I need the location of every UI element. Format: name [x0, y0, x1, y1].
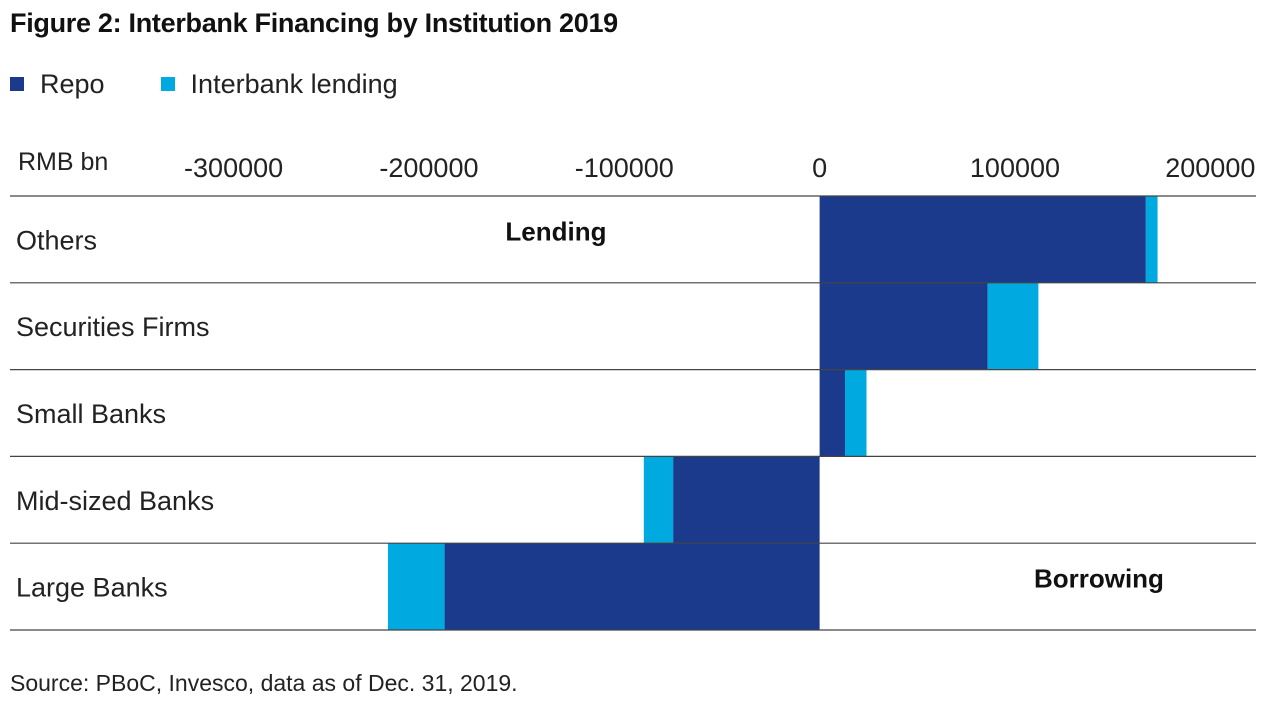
bar-interbank — [643, 456, 674, 544]
x-tick-label: 100000 — [970, 153, 1060, 183]
bar-interbank — [1145, 196, 1158, 283]
category-label: Securities Firms — [16, 312, 210, 342]
legend-swatch-interbank — [160, 77, 175, 91]
source-note: Source: PBoC, Invesco, data as of Dec. 3… — [10, 670, 518, 696]
category-label: Mid-sized Banks — [16, 486, 214, 516]
bar-repo — [444, 543, 820, 630]
legend-item-interbank: Interbank lending — [160, 68, 398, 100]
unit-label: RMB bn — [18, 148, 108, 176]
category-label: Large Banks — [16, 573, 168, 603]
bar-repo — [819, 282, 988, 370]
chart-title: Figure 2: Interbank Financing by Institu… — [10, 8, 618, 38]
x-tick-label: -300000 — [184, 153, 283, 183]
bar-interbank — [987, 282, 1039, 370]
bar-interbank — [387, 543, 445, 630]
annotation-lending: Lending — [505, 216, 606, 246]
bar-repo — [673, 456, 820, 544]
x-tick-label: -200000 — [379, 153, 478, 183]
legend-label-repo: Repo — [40, 68, 105, 99]
category-label: Others — [16, 225, 97, 255]
legend-swatch-repo — [10, 77, 24, 91]
bar-interbank — [845, 369, 867, 457]
x-tick-label: 0 — [812, 153, 827, 183]
legend-label-interbank: Interbank lending — [190, 68, 398, 99]
bar-repo — [819, 369, 846, 457]
x-tick-label: 200000 — [1165, 153, 1255, 183]
category-label: Small Banks — [16, 399, 166, 429]
legend-item-repo: Repo — [10, 69, 105, 100]
x-tick-label: -100000 — [575, 153, 674, 183]
legend: Repo Interbank lending — [10, 66, 454, 102]
annotation-borrowing: Borrowing — [1034, 564, 1164, 594]
bar-repo — [819, 196, 1146, 283]
